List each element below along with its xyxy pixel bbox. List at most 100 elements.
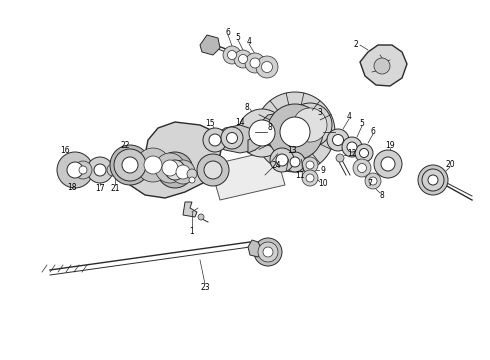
- Polygon shape: [215, 125, 260, 153]
- Circle shape: [342, 137, 362, 157]
- Text: 10: 10: [318, 179, 328, 188]
- Circle shape: [306, 174, 314, 182]
- Text: 22: 22: [120, 140, 130, 149]
- Circle shape: [198, 214, 204, 220]
- Text: 3: 3: [318, 108, 322, 117]
- Circle shape: [239, 54, 247, 63]
- Polygon shape: [183, 202, 197, 217]
- Circle shape: [203, 128, 227, 152]
- Text: 20: 20: [445, 159, 455, 168]
- Circle shape: [87, 157, 113, 183]
- Polygon shape: [360, 45, 407, 86]
- Circle shape: [221, 127, 243, 149]
- Text: 8: 8: [380, 190, 384, 199]
- Circle shape: [293, 108, 327, 142]
- Circle shape: [262, 62, 272, 72]
- Circle shape: [254, 238, 282, 266]
- Circle shape: [255, 92, 335, 172]
- Circle shape: [256, 56, 278, 78]
- Circle shape: [79, 166, 87, 174]
- Circle shape: [57, 152, 93, 188]
- Text: 14: 14: [235, 117, 245, 126]
- Circle shape: [422, 169, 444, 191]
- Text: 23: 23: [200, 284, 210, 292]
- Circle shape: [94, 164, 106, 176]
- Circle shape: [358, 163, 367, 172]
- Text: 9: 9: [320, 166, 325, 175]
- Circle shape: [110, 145, 150, 185]
- Circle shape: [347, 142, 357, 152]
- Circle shape: [267, 104, 323, 160]
- Polygon shape: [255, 112, 305, 150]
- Circle shape: [226, 132, 238, 144]
- Polygon shape: [210, 150, 285, 200]
- Circle shape: [238, 109, 286, 157]
- Text: 12: 12: [347, 149, 357, 158]
- Circle shape: [187, 169, 197, 179]
- Circle shape: [197, 154, 229, 186]
- Circle shape: [189, 177, 195, 183]
- Circle shape: [302, 157, 318, 173]
- Circle shape: [270, 148, 294, 172]
- Circle shape: [74, 161, 92, 179]
- Circle shape: [355, 144, 373, 162]
- Circle shape: [306, 161, 314, 169]
- Text: 6: 6: [370, 126, 375, 135]
- Text: 13: 13: [287, 145, 297, 154]
- Circle shape: [171, 160, 195, 184]
- Circle shape: [285, 152, 305, 172]
- Circle shape: [114, 149, 146, 181]
- Circle shape: [122, 157, 138, 173]
- Circle shape: [157, 152, 193, 188]
- Circle shape: [280, 117, 310, 147]
- Polygon shape: [248, 240, 262, 257]
- Text: 21: 21: [110, 184, 120, 193]
- Circle shape: [365, 173, 381, 189]
- Circle shape: [162, 160, 178, 176]
- Circle shape: [381, 157, 395, 171]
- Circle shape: [428, 175, 438, 185]
- Circle shape: [136, 148, 170, 182]
- Circle shape: [204, 161, 222, 179]
- Circle shape: [353, 159, 371, 177]
- Circle shape: [302, 170, 318, 186]
- Circle shape: [176, 165, 190, 179]
- Circle shape: [258, 242, 278, 262]
- Circle shape: [223, 46, 241, 64]
- Text: 4: 4: [346, 112, 351, 121]
- Circle shape: [374, 150, 402, 178]
- Circle shape: [374, 58, 390, 74]
- Circle shape: [107, 164, 119, 176]
- Text: 5: 5: [236, 32, 241, 41]
- Polygon shape: [248, 135, 268, 153]
- Text: 8: 8: [245, 103, 249, 112]
- Circle shape: [209, 134, 221, 146]
- Text: 16: 16: [60, 145, 70, 154]
- Text: 7: 7: [368, 179, 372, 188]
- Circle shape: [67, 162, 83, 178]
- Circle shape: [360, 149, 368, 158]
- Circle shape: [327, 129, 349, 151]
- Circle shape: [249, 120, 275, 146]
- Circle shape: [290, 157, 300, 167]
- Text: 18: 18: [67, 183, 77, 192]
- Polygon shape: [200, 35, 220, 55]
- Text: 15: 15: [205, 118, 215, 127]
- Circle shape: [336, 154, 344, 162]
- Text: 1: 1: [190, 226, 195, 235]
- Text: 8: 8: [268, 122, 272, 131]
- Circle shape: [418, 165, 448, 195]
- Circle shape: [276, 154, 288, 166]
- Text: 5: 5: [360, 118, 365, 127]
- Circle shape: [144, 156, 162, 174]
- Text: 4: 4: [246, 36, 251, 45]
- Text: 24: 24: [271, 161, 281, 170]
- Circle shape: [369, 177, 377, 185]
- Circle shape: [234, 50, 252, 68]
- Text: 17: 17: [95, 184, 105, 193]
- Text: 6: 6: [225, 27, 230, 36]
- Text: 11: 11: [295, 171, 305, 180]
- Text: 2: 2: [354, 40, 358, 49]
- Polygon shape: [130, 122, 222, 198]
- Text: 19: 19: [385, 140, 395, 149]
